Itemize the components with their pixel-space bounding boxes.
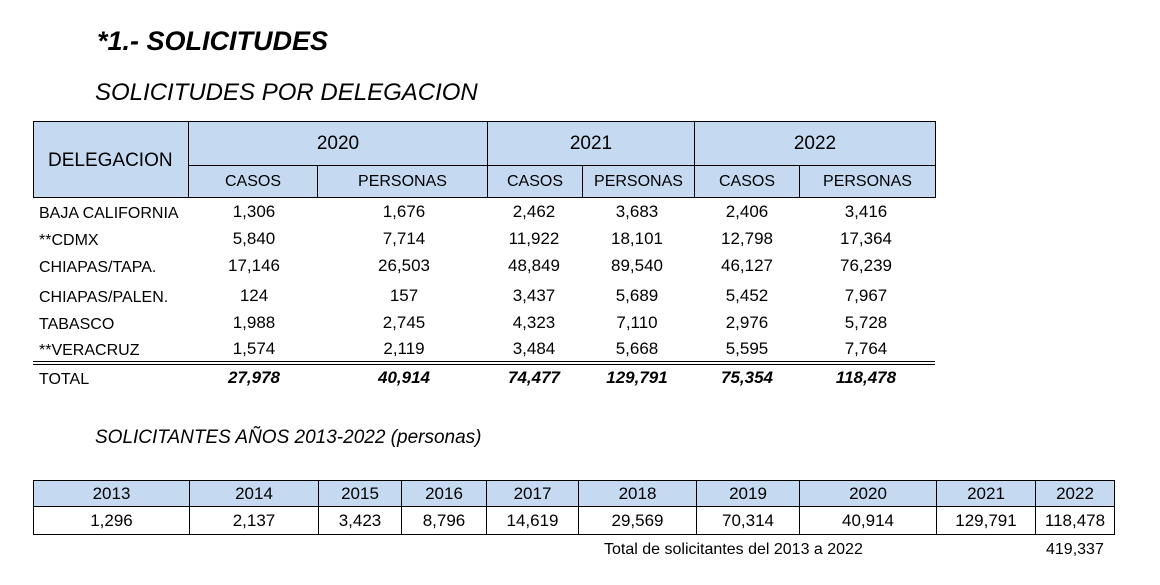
cell-value: 11,922 <box>508 229 560 248</box>
cell-value: 3,437 <box>512 286 556 305</box>
total-label: TOTAL <box>39 371 90 388</box>
cell-value: 7,714 <box>382 229 426 248</box>
cell-value: 3,683 <box>615 202 659 221</box>
cell-value: 48,849 <box>508 256 560 275</box>
table1-header: DELEGACION 2020 2021 2022 CASOS PERSONAS… <box>33 121 936 198</box>
header-personas-2021: PERSONAS <box>582 166 694 197</box>
cell-value: 7,967 <box>844 286 888 305</box>
cell-value: 17,146 <box>228 256 280 275</box>
table2-title: SOLICITANTES AÑOS 2013-2022 (personas) <box>95 427 482 448</box>
header-delegacion: DELEGACION <box>48 150 173 171</box>
total-value: 74,477 <box>508 368 560 387</box>
cell-value: 7,110 <box>616 313 658 332</box>
year-header: 2013 <box>33 480 190 507</box>
year-value: 118,478 <box>1035 506 1115 535</box>
row-label: TABASCO <box>39 316 115 333</box>
total-value: 75,354 <box>721 368 773 387</box>
cell-value: 3,416 <box>844 202 888 221</box>
year-value: 8,796 <box>401 506 487 535</box>
cell-value: 124 <box>239 286 269 305</box>
cell-value: 3,484 <box>512 339 556 358</box>
cell-value: 2,976 <box>725 313 769 332</box>
year-header: 2016 <box>401 480 487 507</box>
header-casos-2021: CASOS <box>487 166 582 197</box>
year-header: 2018 <box>578 480 697 507</box>
row-label: **VERACRUZ <box>39 342 140 359</box>
year-value: 1,296 <box>33 506 190 535</box>
total-value: 27,978 <box>228 368 280 387</box>
cell-value: 5,840 <box>232 229 276 248</box>
header-personas-2020: PERSONAS <box>317 166 487 197</box>
cell-value: 2,745 <box>382 313 426 332</box>
cell-value: 2,406 <box>725 202 769 221</box>
cell-value: 7,764 <box>844 339 888 358</box>
year-header: 2017 <box>486 480 579 507</box>
cell-value: 89,540 <box>611 256 663 275</box>
cell-value: 5,595 <box>725 339 769 358</box>
cell-value: 1,676 <box>382 202 426 221</box>
total-value: 118,478 <box>835 368 897 387</box>
cell-value: 5,728 <box>844 313 888 332</box>
header-personas-2022: PERSONAS <box>799 166 935 197</box>
year-header: 2014 <box>189 480 319 507</box>
header-year-2021: 2021 <box>487 122 694 166</box>
row-label: CHIAPAS/PALEN. <box>39 289 169 306</box>
row-label: CHIAPAS/TAPA. <box>39 259 157 276</box>
grand-total-label: Total de solicitantes del 2013 a 2022 <box>604 541 863 558</box>
cell-value: 17,364 <box>840 229 892 248</box>
cell-value: 76,239 <box>840 256 892 275</box>
year-value: 29,569 <box>578 506 697 535</box>
cell-value: 5,668 <box>615 339 659 358</box>
cell-value: 26,503 <box>378 256 430 275</box>
year-header: 2020 <box>799 480 937 507</box>
table1-title: SOLICITUDES POR DELEGACION <box>95 79 478 106</box>
cell-value: 1,306 <box>232 202 276 221</box>
header-year-2020: 2020 <box>188 122 487 166</box>
cell-value: 18,101 <box>611 229 663 248</box>
header-casos-2022: CASOS <box>694 166 799 197</box>
header-casos-2020: CASOS <box>188 166 317 197</box>
total-rule-top <box>33 361 935 362</box>
cell-value: 5,689 <box>615 286 659 305</box>
cell-value: 1,574 <box>232 339 276 358</box>
year-value: 129,791 <box>936 506 1036 535</box>
cell-value: 12,798 <box>721 229 773 248</box>
row-label: BAJA CALIFORNIA <box>39 205 179 222</box>
cell-value: 1,988 <box>232 313 276 332</box>
year-value: 40,914 <box>799 506 937 535</box>
cell-value: 157 <box>389 286 419 305</box>
total-value: 129,791 <box>606 368 668 387</box>
year-header: 2021 <box>936 480 1036 507</box>
year-value: 3,423 <box>318 506 402 535</box>
header-year-2022: 2022 <box>694 122 935 166</box>
page-title: *1.- SOLICITUDES <box>97 26 329 56</box>
cell-value: 2,462 <box>512 202 556 221</box>
year-value: 70,314 <box>696 506 800 535</box>
total-value: 40,914 <box>378 368 430 387</box>
cell-value: 5,452 <box>725 286 769 305</box>
cell-value: 4,323 <box>512 313 556 332</box>
total-rule-bottom <box>33 364 935 365</box>
year-header: 2015 <box>318 480 402 507</box>
year-header: 2019 <box>696 480 800 507</box>
cell-value: 46,127 <box>721 256 773 275</box>
year-header: 2022 <box>1035 480 1115 507</box>
year-value: 14,619 <box>486 506 579 535</box>
grand-total-value: 419,337 <box>1046 541 1104 558</box>
row-label: **CDMX <box>39 232 99 249</box>
year-value: 2,137 <box>189 506 319 535</box>
cell-value: 2,119 <box>383 339 425 358</box>
